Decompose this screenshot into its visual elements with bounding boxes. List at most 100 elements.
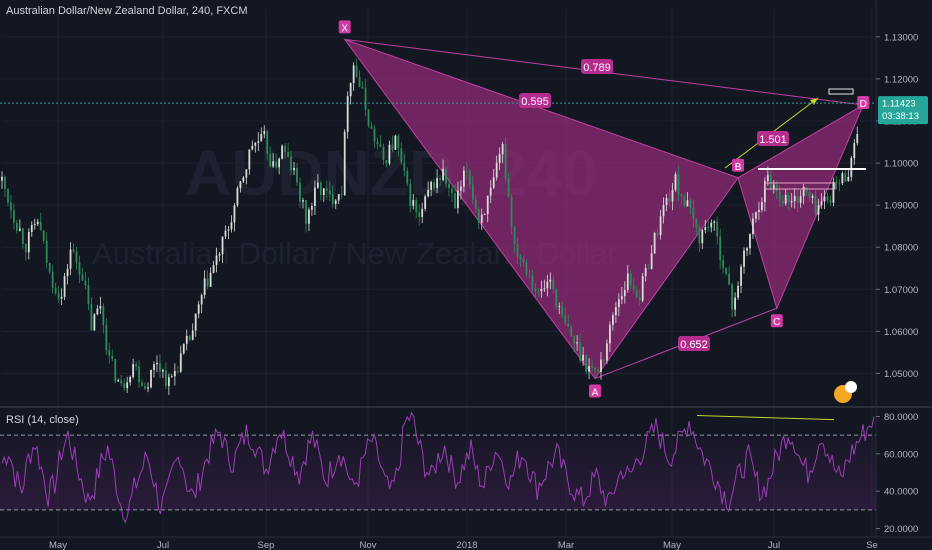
candle-body <box>36 221 39 225</box>
candle-body <box>421 208 424 217</box>
candle-body <box>263 131 266 135</box>
candle-body <box>555 289 558 307</box>
time-tick-label: Mar <box>558 540 574 550</box>
ratio-label-bg <box>757 131 789 146</box>
candle-body <box>546 281 549 289</box>
candle-body <box>21 228 24 245</box>
candle-body <box>725 267 728 274</box>
candle-body <box>832 181 835 203</box>
time-tick-label: Se <box>866 540 878 550</box>
candle-body <box>766 174 769 182</box>
candle-body <box>412 200 415 206</box>
candle-body <box>99 305 102 309</box>
candle-body <box>33 224 36 226</box>
candle-body <box>352 65 355 84</box>
last-price-value: 1.11423 <box>882 99 916 110</box>
candle-body <box>585 354 587 372</box>
candle-body <box>206 278 209 287</box>
candle-body <box>808 192 811 198</box>
candle-body <box>522 259 525 262</box>
rsi-tick-label: 40.0000 <box>884 487 918 498</box>
event-count-bubble <box>845 381 857 393</box>
candle-body <box>266 131 269 154</box>
candle-body <box>400 148 403 163</box>
pattern-point-bg <box>589 384 602 398</box>
candle-body <box>734 297 736 310</box>
candle-body <box>170 376 173 378</box>
candle-body <box>468 170 471 185</box>
candle-body <box>197 304 200 314</box>
candle-body <box>117 380 120 382</box>
candle-body <box>567 323 570 327</box>
candle-body <box>147 387 149 389</box>
candle-body <box>424 196 427 209</box>
candle-body <box>460 186 462 191</box>
candle-body <box>224 230 227 237</box>
candle-body <box>296 167 298 183</box>
pattern-annotations: 0.789 0.595 0.652 1.501 X A B C D <box>0 20 876 403</box>
candle-body <box>367 109 370 126</box>
candle-body <box>13 210 15 223</box>
candle-body <box>647 268 650 269</box>
candle-body <box>686 200 689 207</box>
candle-body <box>817 205 820 215</box>
candle-body <box>314 187 316 207</box>
candle-body <box>549 279 552 282</box>
candle-body <box>7 188 9 203</box>
candle-body <box>105 325 108 350</box>
candle-body <box>319 182 322 195</box>
candle-timer: 03:38:13 <box>882 111 919 122</box>
candle-body <box>677 174 680 195</box>
candle-body <box>27 231 30 253</box>
candle-body <box>337 194 340 201</box>
candle-body <box>251 145 254 150</box>
candle-body <box>698 227 701 244</box>
time-tick-label: 2018 <box>456 540 477 550</box>
candle-body <box>93 314 96 331</box>
candle-body <box>230 222 233 230</box>
pattern-point-label: D <box>860 99 867 110</box>
candle-body <box>173 371 176 377</box>
candle-body <box>799 196 802 203</box>
candle-body <box>227 229 230 231</box>
candle-body <box>185 335 188 344</box>
time-tick-label: Nov <box>360 540 377 550</box>
candle-body <box>358 76 361 87</box>
candle-body <box>775 184 778 192</box>
candle-body <box>749 234 751 249</box>
ratio-label-bg <box>678 336 710 351</box>
pattern-point-B: B <box>732 158 745 173</box>
ratio-label-bg <box>581 59 613 74</box>
candle-body <box>632 285 635 290</box>
candle-body <box>716 221 719 237</box>
candle-body <box>182 343 185 354</box>
candle-body <box>746 248 748 251</box>
candle-body <box>57 293 60 299</box>
candle-body <box>218 254 221 256</box>
candle-body <box>802 186 805 197</box>
candle-body <box>129 376 132 383</box>
candle-body <box>165 370 167 387</box>
price-axis: 1.130001.120001.110001.100001.090001.080… <box>875 0 928 536</box>
candle-body <box>707 227 710 228</box>
time-tick-label: May <box>663 540 681 550</box>
candle-body <box>635 289 638 298</box>
candle-body <box>81 274 84 281</box>
candle-body <box>120 380 123 384</box>
candle-body <box>701 230 704 244</box>
candle-body <box>856 134 859 144</box>
candle-body <box>138 366 140 383</box>
candle-body <box>427 189 430 197</box>
candle-body <box>236 188 239 206</box>
candle-body <box>755 211 757 219</box>
candle-body <box>144 386 146 389</box>
rsi-tick-label: 20.0000 <box>884 524 918 535</box>
projection-arrowhead <box>810 98 818 105</box>
pattern-point-D: D <box>857 95 870 110</box>
pattern-point-bg <box>338 20 351 34</box>
candle-body <box>665 198 668 206</box>
candle-body <box>600 359 602 372</box>
candle-body <box>257 141 260 143</box>
candle-body <box>233 205 236 223</box>
candle-body <box>72 249 75 252</box>
